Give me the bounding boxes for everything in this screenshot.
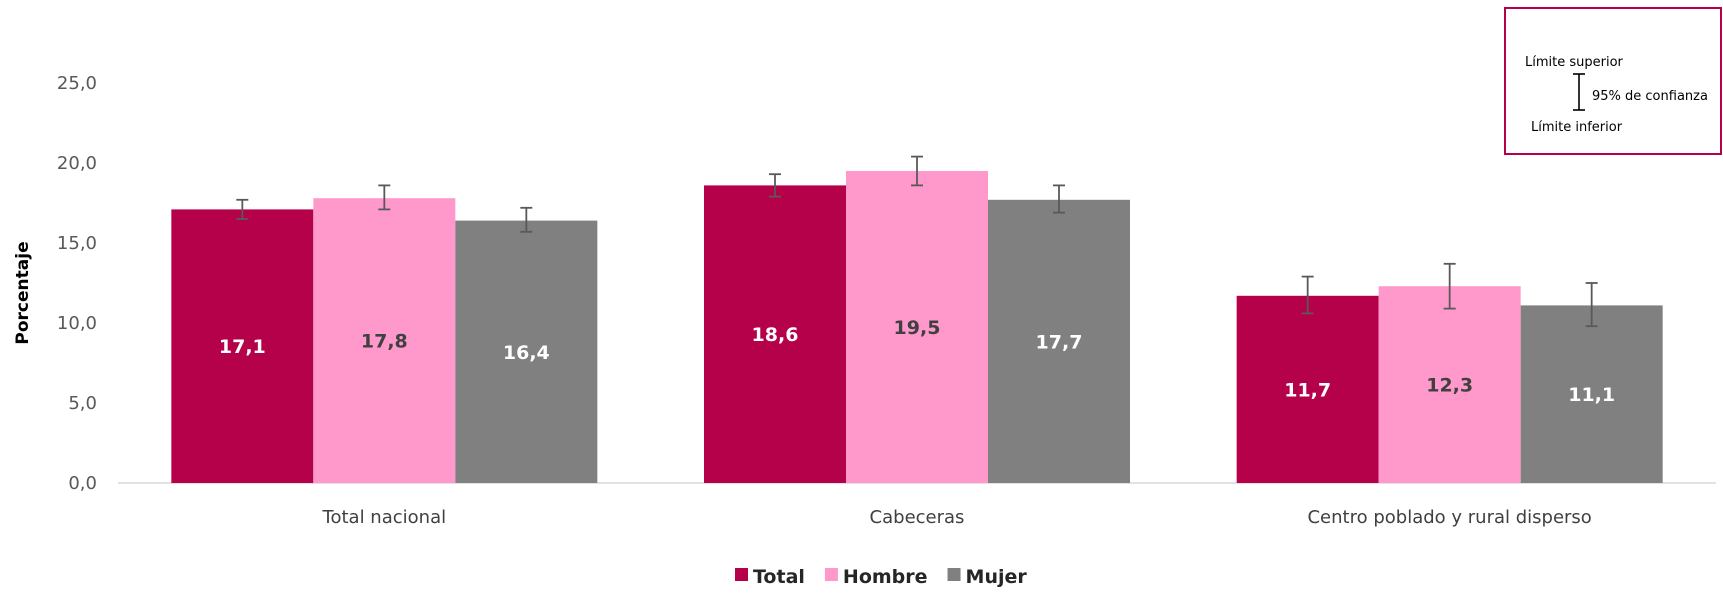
legend-label-mujer: Mujer (966, 566, 1028, 588)
legend-swatch-mujer (947, 568, 961, 581)
data-label: 11,7 (1284, 379, 1331, 401)
y-tick-label: 20,0 (57, 153, 97, 174)
legend-swatch-total (735, 568, 748, 581)
data-label: 17,8 (361, 331, 408, 353)
data-label: 11,1 (1568, 384, 1615, 406)
category-label: Centro poblado y rural disperso (1307, 507, 1591, 528)
bar-mujer (1520, 305, 1663, 483)
error-bar (1585, 282, 1598, 328)
error-bar-icon (1573, 73, 1585, 111)
error-bar (520, 206, 533, 233)
data-label: 12,3 (1426, 375, 1473, 397)
error-bar (1443, 262, 1456, 310)
bar-hombre (846, 171, 988, 483)
bar-total (171, 209, 314, 483)
data-label: 17,7 (1036, 331, 1083, 353)
bar-mujer (455, 220, 598, 483)
confidence-legend-border (1504, 7, 1722, 155)
error-bar (1301, 275, 1314, 315)
bar-total (704, 185, 846, 483)
data-label: 16,4 (503, 342, 550, 364)
error-bar (378, 184, 391, 211)
data-label: 17,1 (219, 336, 266, 358)
error-bar (1053, 184, 1065, 214)
confidence-level-label: 95% de confianza (1592, 89, 1708, 104)
y-tick-label: 10,0 (57, 313, 97, 334)
category-label: Total nacional (322, 507, 447, 528)
data-label: 18,6 (752, 324, 799, 346)
bar-mujer (988, 199, 1130, 484)
data-label: 19,5 (894, 317, 941, 339)
y-tick-label: 5,0 (68, 393, 97, 414)
error-bar (236, 198, 249, 220)
upper-limit-label: Límite superior (1525, 55, 1624, 70)
category-label: Cabeceras (870, 507, 965, 528)
lower-limit-label: Límite inferior (1531, 120, 1623, 135)
legend-swatch-hombre (824, 568, 838, 581)
y-axis-title: Porcentaje (13, 241, 33, 344)
bar-hombre (313, 198, 456, 483)
legend-label-total: Total (753, 566, 805, 588)
error-bar (769, 173, 781, 198)
error-bar (911, 155, 923, 187)
bar-hombre (1378, 286, 1521, 483)
legend-label-hombre: Hombre (843, 566, 928, 588)
y-tick-label: 25,0 (57, 73, 97, 94)
y-tick-label: 0,0 (68, 473, 97, 494)
confidence-legend-box: Límite superior 95% de confianza Límite … (1504, 7, 1722, 155)
y-tick-label: 15,0 (57, 233, 97, 254)
bar-total (1236, 295, 1379, 483)
